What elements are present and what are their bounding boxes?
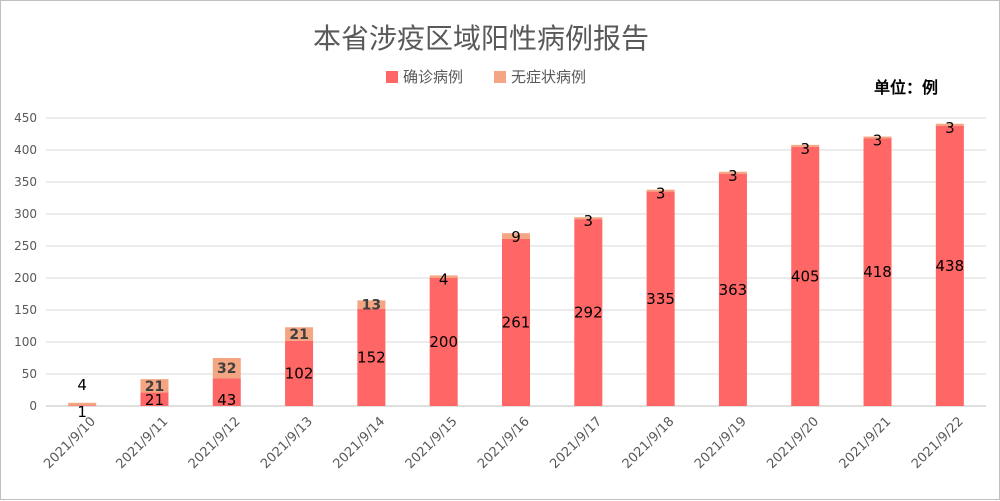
x-tick-label: 2021/9/16 bbox=[475, 414, 533, 472]
data-label-confirmed: 363 bbox=[719, 281, 748, 299]
data-label-asymptomatic: 32 bbox=[217, 361, 236, 377]
y-tick-label: 100 bbox=[14, 335, 37, 349]
data-label-confirmed: 43 bbox=[217, 391, 236, 409]
x-tick-label: 2021/9/12 bbox=[186, 414, 244, 472]
bar-confirmed bbox=[791, 146, 820, 407]
data-label-asymptomatic: 3 bbox=[584, 212, 594, 230]
legend-swatch-asymptomatic bbox=[494, 71, 506, 83]
bar-confirmed bbox=[68, 405, 97, 406]
legend-label-asymptomatic: 无症状病例 bbox=[511, 68, 586, 86]
x-tick-label: 2021/9/21 bbox=[837, 414, 895, 472]
data-label-asymptomatic: 21 bbox=[289, 327, 308, 343]
chart-title: 本省涉疫区域阳性病例报告 bbox=[313, 22, 649, 55]
data-label-confirmed: 261 bbox=[502, 313, 531, 331]
x-tick-label: 2021/9/13 bbox=[258, 414, 316, 472]
bar-confirmed bbox=[718, 173, 747, 406]
bar-confirmed bbox=[357, 308, 386, 406]
bar-asymptomatic bbox=[429, 275, 458, 278]
data-label-confirmed: 1 bbox=[77, 403, 87, 421]
bar-confirmed bbox=[140, 392, 169, 406]
bar-asymptomatic bbox=[791, 144, 820, 147]
unit-label: 单位：例 bbox=[874, 78, 938, 97]
x-tick-label: 2021/9/19 bbox=[692, 414, 750, 472]
data-label-confirmed: 200 bbox=[429, 333, 458, 351]
y-tick-label: 250 bbox=[14, 239, 37, 253]
x-tick-label: 2021/9/22 bbox=[909, 414, 967, 472]
bar-asymptomatic bbox=[68, 402, 97, 406]
bar-confirmed bbox=[646, 191, 675, 406]
x-tick-label: 2021/9/10 bbox=[41, 414, 99, 472]
bar-asymptomatic bbox=[646, 189, 675, 192]
y-tick-label: 50 bbox=[22, 367, 37, 381]
legend: 确诊病例 无症状病例 bbox=[386, 68, 586, 86]
data-label-confirmed: 418 bbox=[863, 263, 892, 281]
data-label-asymptomatic: 3 bbox=[945, 119, 955, 137]
bar-asymptomatic bbox=[935, 123, 964, 126]
data-label-confirmed: 335 bbox=[646, 290, 675, 308]
bar-confirmed bbox=[502, 238, 530, 406]
bar-asymptomatic bbox=[718, 171, 747, 174]
bar-asymptomatic bbox=[863, 136, 892, 139]
bar-confirmed bbox=[212, 378, 241, 406]
y-tick-label: 300 bbox=[14, 207, 37, 221]
data-label-confirmed: 102 bbox=[285, 364, 314, 382]
y-tick-label: 150 bbox=[14, 303, 37, 317]
x-tick-label: 2021/9/20 bbox=[764, 414, 822, 472]
y-tick-label: 450 bbox=[14, 111, 37, 125]
data-label-confirmed: 152 bbox=[357, 348, 386, 366]
x-tick-label: 2021/9/17 bbox=[547, 414, 605, 472]
y-tick-label: 350 bbox=[14, 175, 37, 189]
bar-asymptomatic bbox=[285, 327, 314, 341]
y-tick-label: 400 bbox=[14, 143, 37, 157]
y-tick-label: 200 bbox=[14, 271, 37, 285]
bar-asymptomatic bbox=[574, 217, 603, 220]
bar-confirmed bbox=[863, 138, 892, 407]
bar-confirmed bbox=[935, 125, 964, 407]
x-tick-label: 2021/9/18 bbox=[620, 414, 678, 472]
data-label-asymptomatic: 3 bbox=[728, 167, 738, 185]
data-label-confirmed: 438 bbox=[936, 257, 965, 275]
x-tick-label: 2021/9/11 bbox=[114, 414, 172, 472]
legend-swatch-confirmed bbox=[386, 71, 398, 83]
x-axis-ticks: 2021/9/10 2021/9/11 2021/9/12 2021/9/13 2021… bbox=[41, 414, 966, 472]
data-label-asymptomatic: 3 bbox=[873, 132, 883, 150]
data-label-asymptomatic: 9 bbox=[511, 228, 521, 246]
data-label-asymptomatic: 4 bbox=[77, 376, 87, 394]
y-tick-label: 0 bbox=[29, 399, 37, 413]
bar-asymptomatic bbox=[502, 233, 530, 239]
bar-asymptomatic bbox=[357, 300, 386, 309]
data-label-asymptomatic: 3 bbox=[800, 140, 810, 158]
bar-asymptomatic bbox=[140, 379, 169, 393]
legend-label-confirmed: 确诊病例 bbox=[403, 68, 463, 86]
data-label-asymptomatic: 21 bbox=[145, 379, 164, 395]
data-label-confirmed: 292 bbox=[574, 304, 603, 322]
data-label-asymptomatic: 3 bbox=[656, 185, 666, 203]
data-label-asymptomatic: 4 bbox=[439, 270, 449, 288]
x-tick-label: 2021/9/15 bbox=[403, 414, 461, 472]
bar-confirmed bbox=[429, 278, 458, 406]
y-axis-ticks: 0 50 100 150 200 250 300 350 400 450 bbox=[14, 111, 37, 413]
data-label-asymptomatic: 13 bbox=[362, 298, 381, 314]
bars bbox=[68, 123, 964, 407]
x-tick-label: 2021/9/14 bbox=[330, 414, 388, 472]
bar-confirmed bbox=[285, 340, 314, 406]
data-label-confirmed: 405 bbox=[791, 267, 820, 285]
bar-confirmed bbox=[574, 219, 603, 406]
bar-asymptomatic bbox=[212, 358, 241, 379]
data-label-confirmed: 21 bbox=[145, 391, 164, 409]
